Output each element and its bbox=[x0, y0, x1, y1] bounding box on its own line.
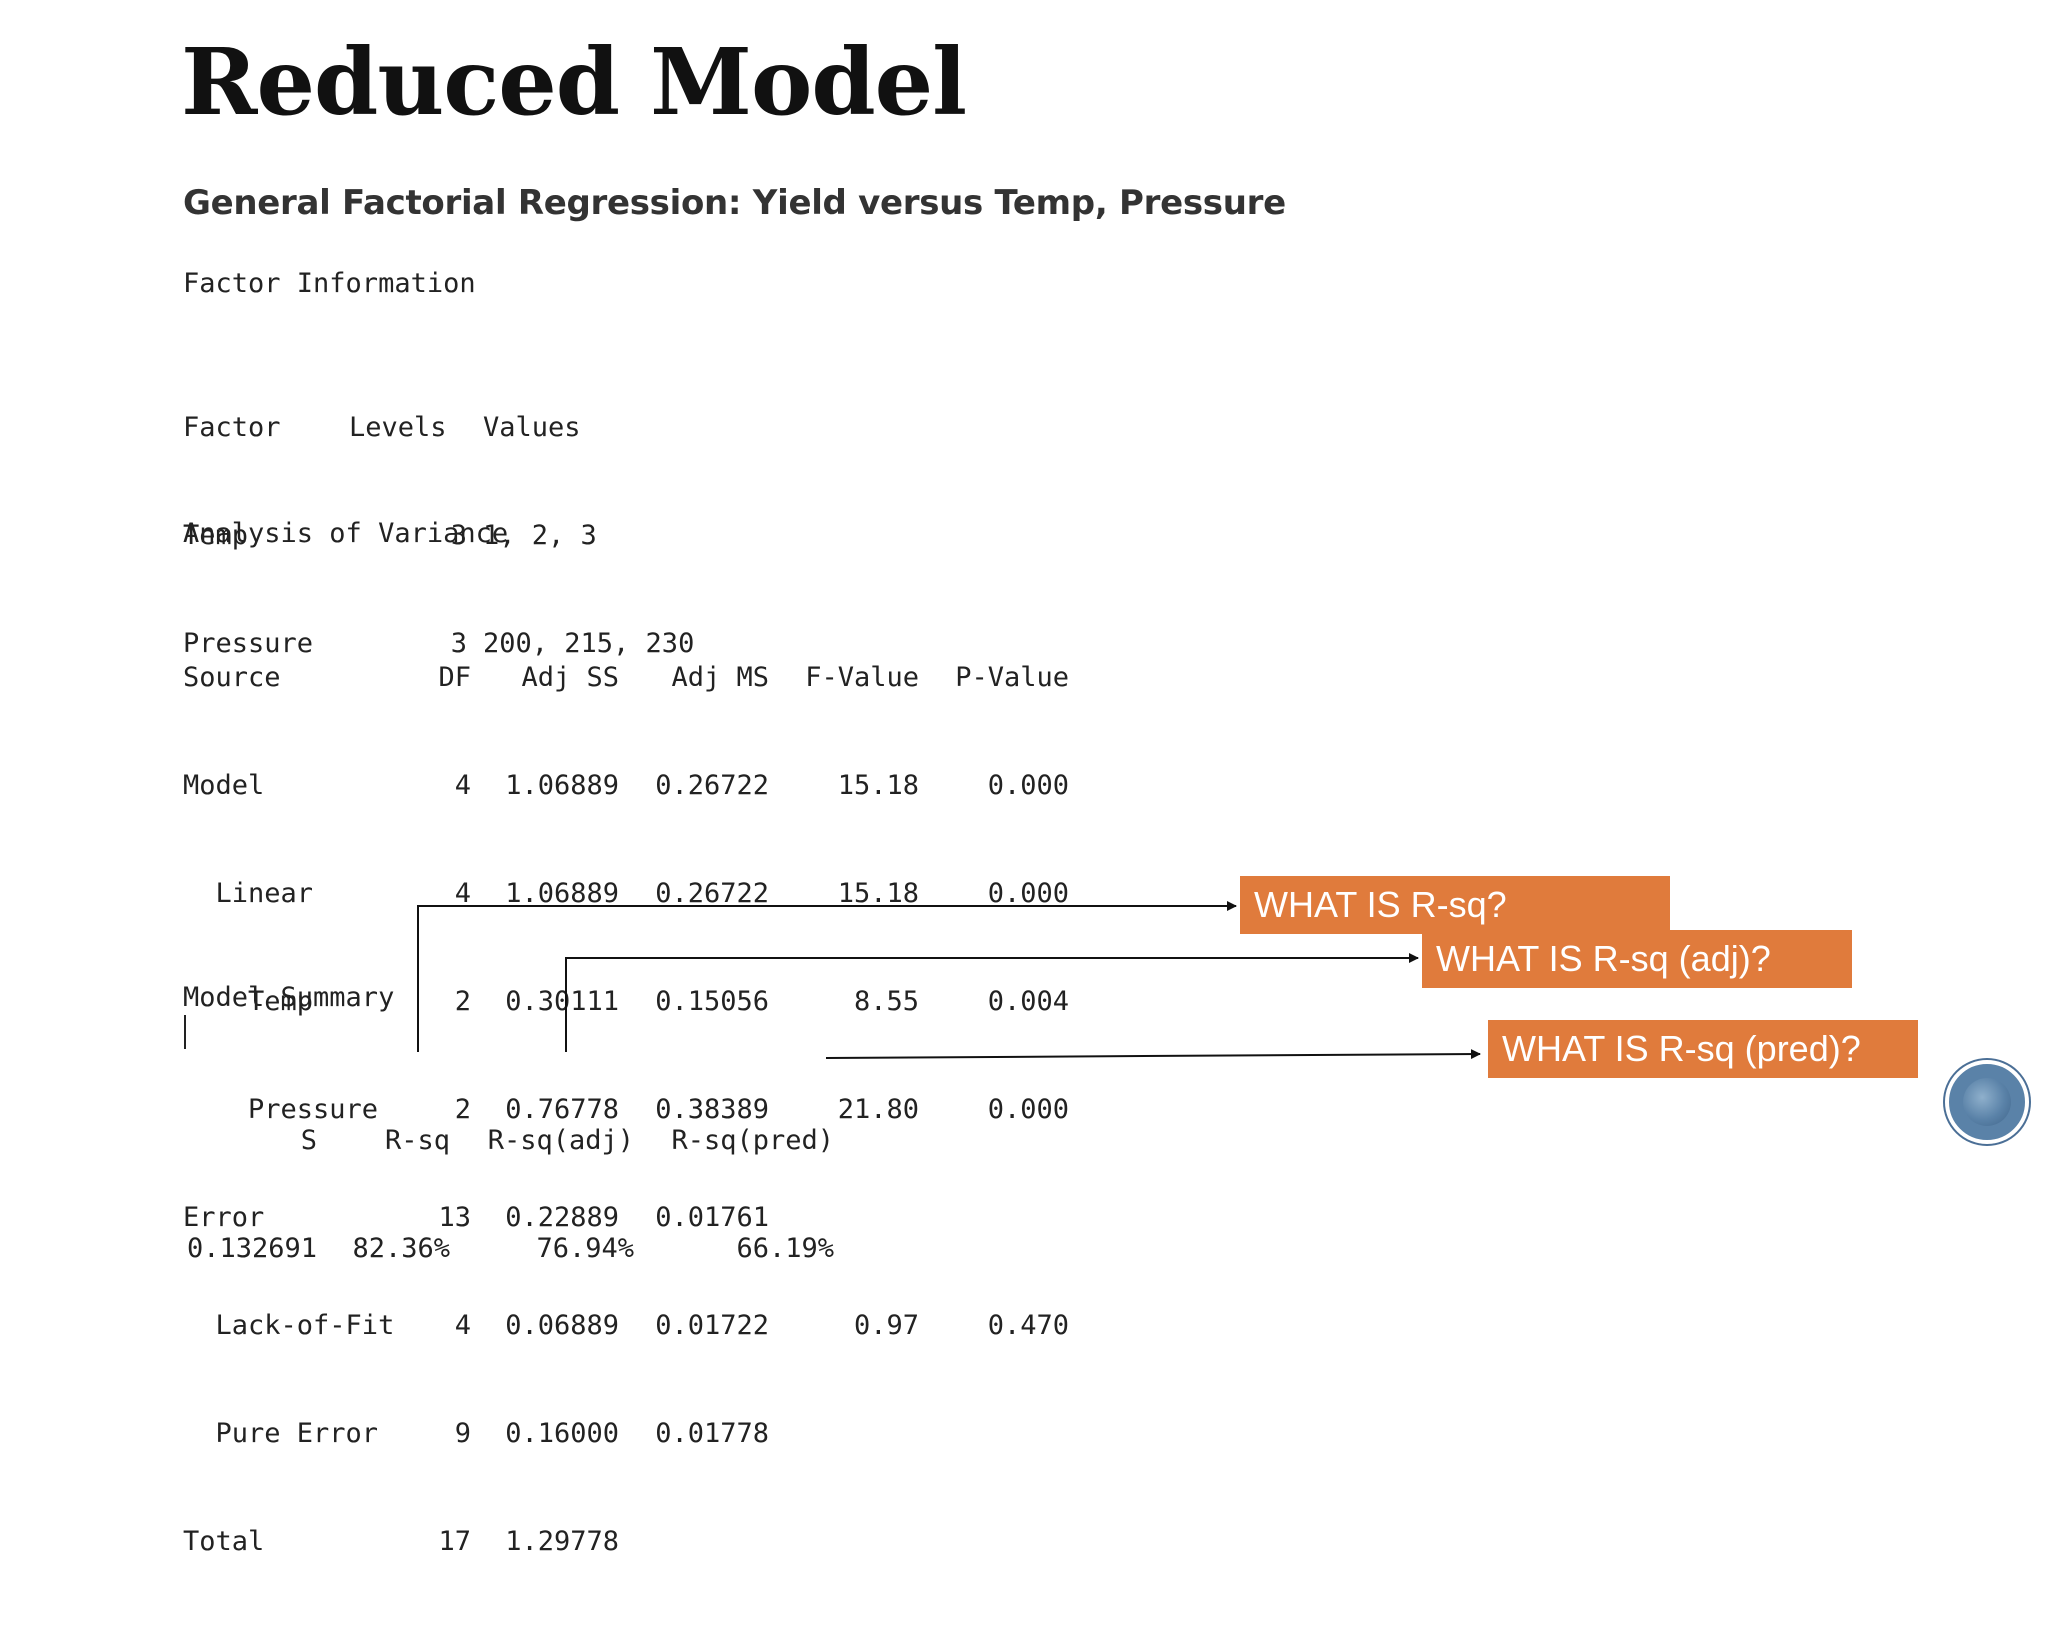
anova-f-value: 21.80 bbox=[837, 1094, 919, 1125]
anova-adj-ss: 0.76778 bbox=[505, 1094, 619, 1125]
anova-adj-ss: 1.06889 bbox=[505, 770, 619, 801]
anova-adj-ss: 0.16000 bbox=[505, 1418, 619, 1449]
anova-source: Temp bbox=[183, 986, 314, 1017]
rsq-adj-col-header: R-sq(adj) bbox=[487, 1125, 634, 1156]
anova-col-header: P-Value bbox=[955, 662, 1069, 693]
anova-df: 17 bbox=[438, 1526, 471, 1557]
s-col-header: S bbox=[300, 1125, 317, 1156]
anova-source: Model bbox=[183, 770, 265, 801]
rsq-pred-arrow bbox=[825, 1049, 1481, 1060]
anova-p-value: 0.000 bbox=[987, 878, 1069, 909]
logo-icon bbox=[1945, 1060, 2029, 1144]
anova-p-value: 0.000 bbox=[987, 770, 1069, 801]
rsq-pred-value: 66.19% bbox=[736, 1233, 834, 1264]
anova-f-value: 8.55 bbox=[853, 986, 919, 1017]
rsq-col-header: R-sq bbox=[384, 1125, 450, 1156]
slide: Reduced Model General Factorial Regressi… bbox=[181, 28, 2029, 1557]
anova-f-value: 15.18 bbox=[837, 770, 919, 801]
anova-source: Total bbox=[183, 1526, 265, 1557]
logo-globe-icon bbox=[1963, 1078, 2011, 1126]
factor-values: 200, 215, 230 bbox=[483, 628, 695, 659]
anova-source: Linear bbox=[183, 878, 314, 909]
table-row: Pressure 3 200, 215, 230 bbox=[183, 626, 694, 662]
table-row: Linear 4 1.06889 0.26722 15.18 0.000 bbox=[183, 876, 1070, 912]
factor-name: Temp bbox=[183, 520, 249, 551]
factor-info-heading: Factor Information bbox=[183, 268, 476, 299]
anova-source: Pure Error bbox=[183, 1418, 379, 1449]
anova-adj-ms: 0.01778 bbox=[655, 1418, 769, 1449]
model-summary-heading: Model Summary bbox=[183, 982, 395, 1013]
anova-df: 4 bbox=[454, 770, 471, 801]
anova-col-header: F-Value bbox=[805, 662, 919, 693]
rsq-arrow bbox=[417, 901, 1237, 1052]
table-row: Pressure 2 0.76778 0.38389 21.80 0.000 bbox=[183, 1092, 1069, 1128]
factor-levels: 3 bbox=[450, 520, 467, 551]
anova-adj-ms: 0.26722 bbox=[655, 770, 769, 801]
anova-col-header: Source bbox=[183, 662, 281, 693]
callout-arrows bbox=[417, 901, 1481, 1060]
rsq-adj-callout: WHAT IS R-sq (adj)? bbox=[1422, 930, 1852, 988]
anova-adj-ss: 1.29778 bbox=[505, 1526, 619, 1557]
anova-adj-ss: 1.06889 bbox=[505, 878, 619, 909]
values-col-header: Values bbox=[483, 412, 581, 443]
anova-df: 9 bbox=[454, 1418, 471, 1449]
factor-levels: 3 bbox=[450, 628, 467, 659]
anova-adj-ms: 0.15056 bbox=[655, 986, 769, 1017]
anova-col-header: DF bbox=[438, 662, 471, 693]
slide-subtitle: General Factorial Regression: Yield vers… bbox=[183, 183, 1286, 223]
factor-info-table: Factor Levels Values Temp 3 1, 2, 3 Pressure… bbox=[183, 338, 694, 734]
table-row: Model 4 1.06889 0.26722 15.18 0.000 bbox=[183, 768, 1069, 804]
anova-heading: Analysis of Variance bbox=[183, 518, 509, 549]
rsq-pred-callout: WHAT IS R-sq (pred)? bbox=[1488, 1020, 1918, 1078]
anova-df: 2 bbox=[454, 1094, 471, 1125]
anova-df: 4 bbox=[454, 878, 471, 909]
model-summary-header-row: S R-sq R-sq(adj) R-sq(pred) bbox=[183, 1123, 834, 1159]
s-value: 0.132691 bbox=[186, 1233, 317, 1264]
anova-adj-ms: 0.38389 bbox=[655, 1094, 769, 1125]
text-cursor bbox=[184, 1015, 186, 1049]
model-summary-values-row: 0.132691 82.36% 76.94% 66.19% bbox=[183, 1231, 834, 1267]
anova-adj-ss: 0.30111 bbox=[505, 986, 619, 1017]
anova-f-value: 15.18 bbox=[837, 878, 919, 909]
rsq-value: 82.36% bbox=[352, 1233, 450, 1264]
rsq-adj-value: 76.94% bbox=[536, 1233, 634, 1264]
levels-col-header: Levels bbox=[349, 412, 447, 443]
anova-df: 2 bbox=[454, 986, 471, 1017]
anova-p-value: 0.004 bbox=[987, 986, 1069, 1017]
factor-col-header: Factor bbox=[183, 412, 281, 443]
factor-name: Pressure bbox=[183, 628, 314, 659]
anova-adj-ms: 0.26722 bbox=[655, 878, 769, 909]
table-row: Total 17 1.29778 bbox=[183, 1524, 1069, 1560]
anova-p-value: 0.470 bbox=[987, 1310, 1069, 1341]
table-row: Pure Error 9 0.16000 0.01778 bbox=[183, 1416, 1069, 1452]
slide-title: Reduced Model bbox=[181, 28, 967, 136]
factor-info-header-row: Factor Levels Values bbox=[183, 410, 694, 446]
factor-values: 1, 2, 3 bbox=[483, 520, 597, 551]
rsq-adj-arrow bbox=[565, 953, 1419, 1052]
table-row: Temp 3 1, 2, 3 bbox=[183, 518, 694, 554]
rsq-pred-col-header: R-sq(pred) bbox=[671, 1125, 834, 1156]
anova-p-value: 0.000 bbox=[987, 1094, 1069, 1125]
anova-source: Pressure bbox=[183, 1094, 379, 1125]
anova-col-header: Adj MS bbox=[671, 662, 769, 693]
rsq-callout: WHAT IS R-sq? bbox=[1240, 876, 1670, 934]
anova-header-row: Source DF Adj SS Adj MS F-Value P-Value bbox=[183, 660, 1069, 696]
table-row: Temp 2 0.30111 0.15056 8.55 0.004 bbox=[183, 984, 1069, 1020]
anova-col-header: Adj SS bbox=[521, 662, 619, 693]
